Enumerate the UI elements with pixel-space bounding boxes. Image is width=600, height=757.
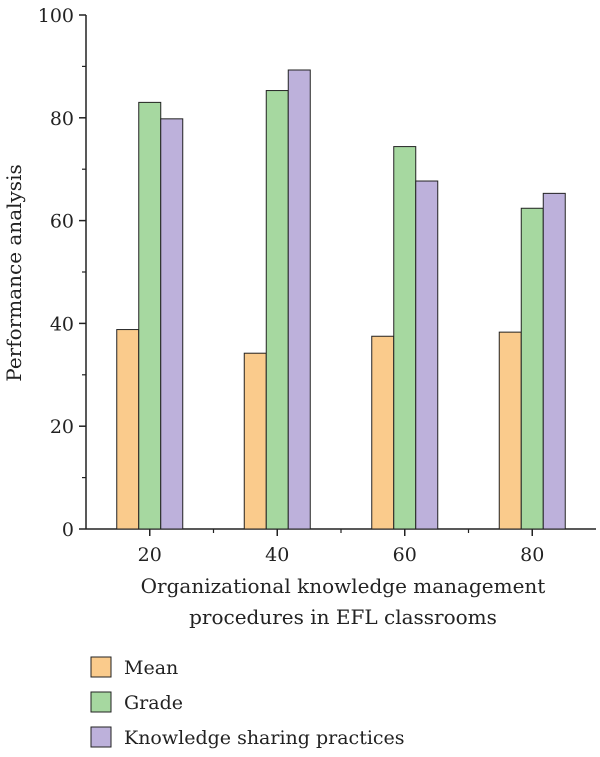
x-axis-title-line-2: procedures in EFL classrooms	[189, 605, 497, 629]
y-tick-label: 60	[50, 211, 74, 233]
legend: Mean Grade Knowledge sharing practices	[90, 656, 405, 749]
legend-swatch-knowledge-sharing-practices	[90, 726, 112, 748]
legend-label-knowledge-sharing-practices: Knowledge sharing practices	[124, 727, 405, 749]
bar-grade-60	[393, 146, 417, 530]
legend-swatch-mean	[90, 656, 112, 678]
bar-mean-20	[116, 329, 140, 530]
y-axis-title: Performance analysis	[2, 164, 26, 381]
bar-grade-20	[138, 101, 162, 530]
legend-label-mean: Mean	[124, 657, 178, 679]
y-tick-label: 40	[50, 313, 74, 335]
bar-grade-80	[520, 207, 544, 530]
bar-mean-40	[243, 352, 267, 530]
axis-labels: Performance analysis Organizational know…	[2, 164, 545, 629]
bars	[116, 69, 566, 530]
x-axis-title-line-1: Organizational knowledge management	[141, 574, 546, 598]
x-tick-label: 60	[393, 544, 417, 566]
bar-mean-60	[371, 335, 395, 530]
bar-mean-80	[498, 331, 522, 530]
bar-knowledge-sharing-practices-20	[160, 118, 184, 530]
y-tick-label: 80	[50, 108, 74, 130]
y-tick-label: 0	[62, 519, 74, 541]
x-tick-label: 80	[520, 544, 544, 566]
bar-knowledge-sharing-practices-80	[542, 192, 566, 530]
y-tick-label: 100	[38, 5, 74, 27]
y-tick-label: 20	[50, 416, 74, 438]
bar-knowledge-sharing-practices-40	[287, 69, 311, 530]
x-tick-label: 20	[138, 544, 162, 566]
legend-swatch-grade	[90, 691, 112, 713]
bar-grade-40	[265, 90, 289, 530]
legend-label-grade: Grade	[124, 692, 183, 714]
x-tick-label: 40	[265, 544, 289, 566]
bar-knowledge-sharing-practices-60	[415, 180, 439, 530]
